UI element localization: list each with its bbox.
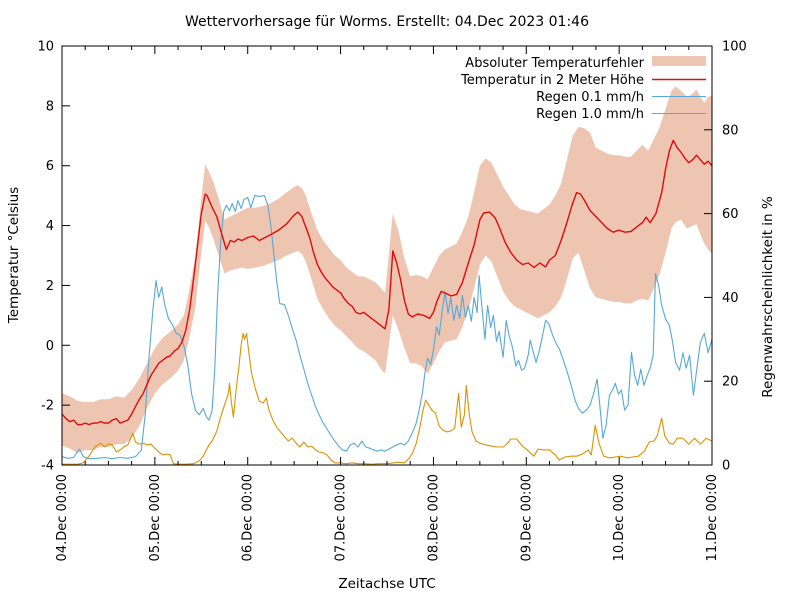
temperature-line [61, 139, 713, 426]
rain-01mm-line [61, 195, 713, 460]
y-right-tick-label: 20 [722, 375, 739, 390]
legend-band-swatch [652, 56, 706, 66]
legend-label: Absoluter Temperaturfehler [465, 56, 644, 71]
y-axis-left-label: Temperatur °Celsius [6, 187, 22, 324]
legend-label: Temperatur in 2 Meter Höhe [460, 73, 644, 88]
legend-label: Regen 1.0 mm/h [536, 107, 644, 122]
x-tick-label: 11.Dec 00:00 [705, 474, 720, 561]
x-tick-label: 09.Dec 00:00 [519, 474, 534, 561]
y-axis-right-label: Regenwahrscheinlichkeit in % [760, 196, 776, 398]
temperature-error-band [62, 86, 712, 454]
x-tick-label: 05.Dec 00:00 [148, 474, 163, 561]
plot-area: 04.Dec 00:00 05.Dec 00:00 06.Dec 00:00 07.D… [37, 40, 746, 562]
y-left-tick-label: 8 [46, 99, 54, 114]
y-left-tick-label: -4 [41, 459, 54, 474]
x-tick-label: 08.Dec 00:00 [426, 474, 441, 561]
y-right-tick-label: 0 [722, 459, 730, 474]
x-tick-label: 06.Dec 00:00 [241, 474, 256, 561]
x-axis-label: Zeitachse UTC [338, 576, 435, 592]
y-left-tick-label: 4 [46, 219, 54, 234]
y-right-tick-label: 100 [722, 40, 747, 55]
x-tick-label: 04.Dec 00:00 [55, 474, 70, 561]
legend-label: Regen 0.1 mm/h [536, 90, 644, 105]
y-right-tick-label: 80 [722, 123, 739, 138]
y-left-tick-label: -2 [41, 399, 54, 414]
chart-title: Wettervorhersage für Worms. Erstellt: 04… [185, 14, 589, 30]
y-left-tick-label: 10 [37, 40, 54, 55]
y-left-tick-label: 2 [46, 279, 54, 294]
y-right-tick-label: 60 [722, 207, 739, 222]
y-right-tick-label: 40 [722, 291, 739, 306]
x-tick-label: 10.Dec 00:00 [612, 474, 627, 561]
y-left-tick-label: 0 [46, 339, 54, 354]
x-tick-label: 07.Dec 00:00 [334, 474, 349, 561]
y-left-tick-label: 6 [46, 159, 54, 174]
